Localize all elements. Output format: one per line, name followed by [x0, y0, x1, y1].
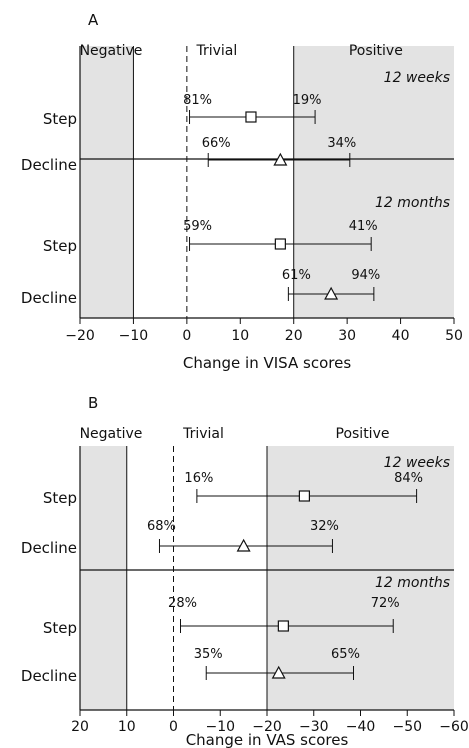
x-tick-label: 0: [169, 719, 178, 735]
x-tick-label: −60: [439, 719, 469, 735]
x-tick-label: 20: [71, 719, 89, 735]
x-tick-label: 20: [285, 328, 303, 344]
row-label: Decline: [21, 156, 77, 174]
pct-label-right: 72%: [371, 596, 400, 611]
x-axis-label: Change in VAS scores: [186, 731, 349, 748]
pct-label-left: 68%: [147, 519, 176, 534]
x-axis-label: Change in VISA scores: [183, 354, 351, 372]
estimate-triangle-marker: [271, 665, 286, 679]
row-label: Decline: [21, 667, 77, 685]
group-label: 12 months: [375, 575, 450, 591]
estimate-square-marker: [274, 238, 286, 250]
row-label: Decline: [21, 539, 77, 557]
pct-label-right: 34%: [327, 136, 356, 151]
positive-zone: [293, 46, 454, 318]
x-tick-label: −20: [252, 719, 282, 735]
estimate-triangle-marker: [324, 286, 339, 300]
estimate-triangle-marker: [236, 538, 251, 552]
pct-label-right: 84%: [394, 471, 423, 486]
group-label: 12 weeks: [384, 455, 450, 471]
x-tick-label: 0: [182, 328, 191, 344]
pct-label-left: 81%: [183, 93, 212, 108]
zone-label-trivial: Trivial: [195, 43, 237, 59]
panel-label: A: [88, 11, 99, 29]
pct-label-right: 65%: [331, 647, 360, 662]
pct-label-right: 94%: [351, 268, 380, 283]
negative-zone: [80, 446, 127, 710]
estimate-square-marker: [245, 111, 257, 123]
row-label: Step: [43, 489, 77, 507]
zone-label-negative: Negative: [80, 43, 143, 59]
x-tick-label: −10: [205, 719, 235, 735]
row-label: Decline: [21, 289, 77, 307]
pct-label-left: 61%: [282, 268, 311, 283]
zone-label-positive: Positive: [349, 43, 403, 59]
group-label: 12 weeks: [384, 70, 450, 86]
zone-label-negative: Negative: [80, 426, 143, 442]
pct-label-right: 19%: [293, 93, 322, 108]
pct-label-left: 59%: [183, 219, 212, 234]
estimate-square-marker: [298, 490, 310, 502]
row-label: Step: [43, 237, 77, 255]
pct-label-left: 28%: [168, 596, 197, 611]
x-tick-label: −30: [299, 719, 329, 735]
estimate-triangle-marker: [273, 152, 288, 166]
x-tick-label: 50: [445, 328, 463, 344]
zone-label-positive: Positive: [336, 426, 390, 442]
pct-label-left: 16%: [184, 471, 213, 486]
x-tick-label: −50: [392, 719, 422, 735]
row-label: Step: [43, 110, 77, 128]
positive-zone: [267, 446, 454, 710]
x-tick-label: 10: [118, 719, 136, 735]
x-tick-label: −40: [346, 719, 376, 735]
row-label: Step: [43, 619, 77, 637]
zone-label-trivial: Trivial: [182, 426, 224, 442]
panel-label: B: [88, 394, 98, 412]
x-tick-label: −10: [119, 328, 149, 344]
pct-label-right: 32%: [310, 519, 339, 534]
x-tick-label: −20: [65, 328, 95, 344]
x-tick-label: 10: [231, 328, 249, 344]
pct-label-left: 66%: [202, 136, 231, 151]
pct-label-left: 35%: [194, 647, 223, 662]
pct-label-right: 41%: [349, 219, 378, 234]
x-tick-label: 40: [392, 328, 410, 344]
group-label: 12 months: [375, 195, 450, 211]
x-tick-label: 30: [338, 328, 356, 344]
negative-zone: [80, 46, 134, 318]
estimate-square-marker: [277, 620, 289, 632]
